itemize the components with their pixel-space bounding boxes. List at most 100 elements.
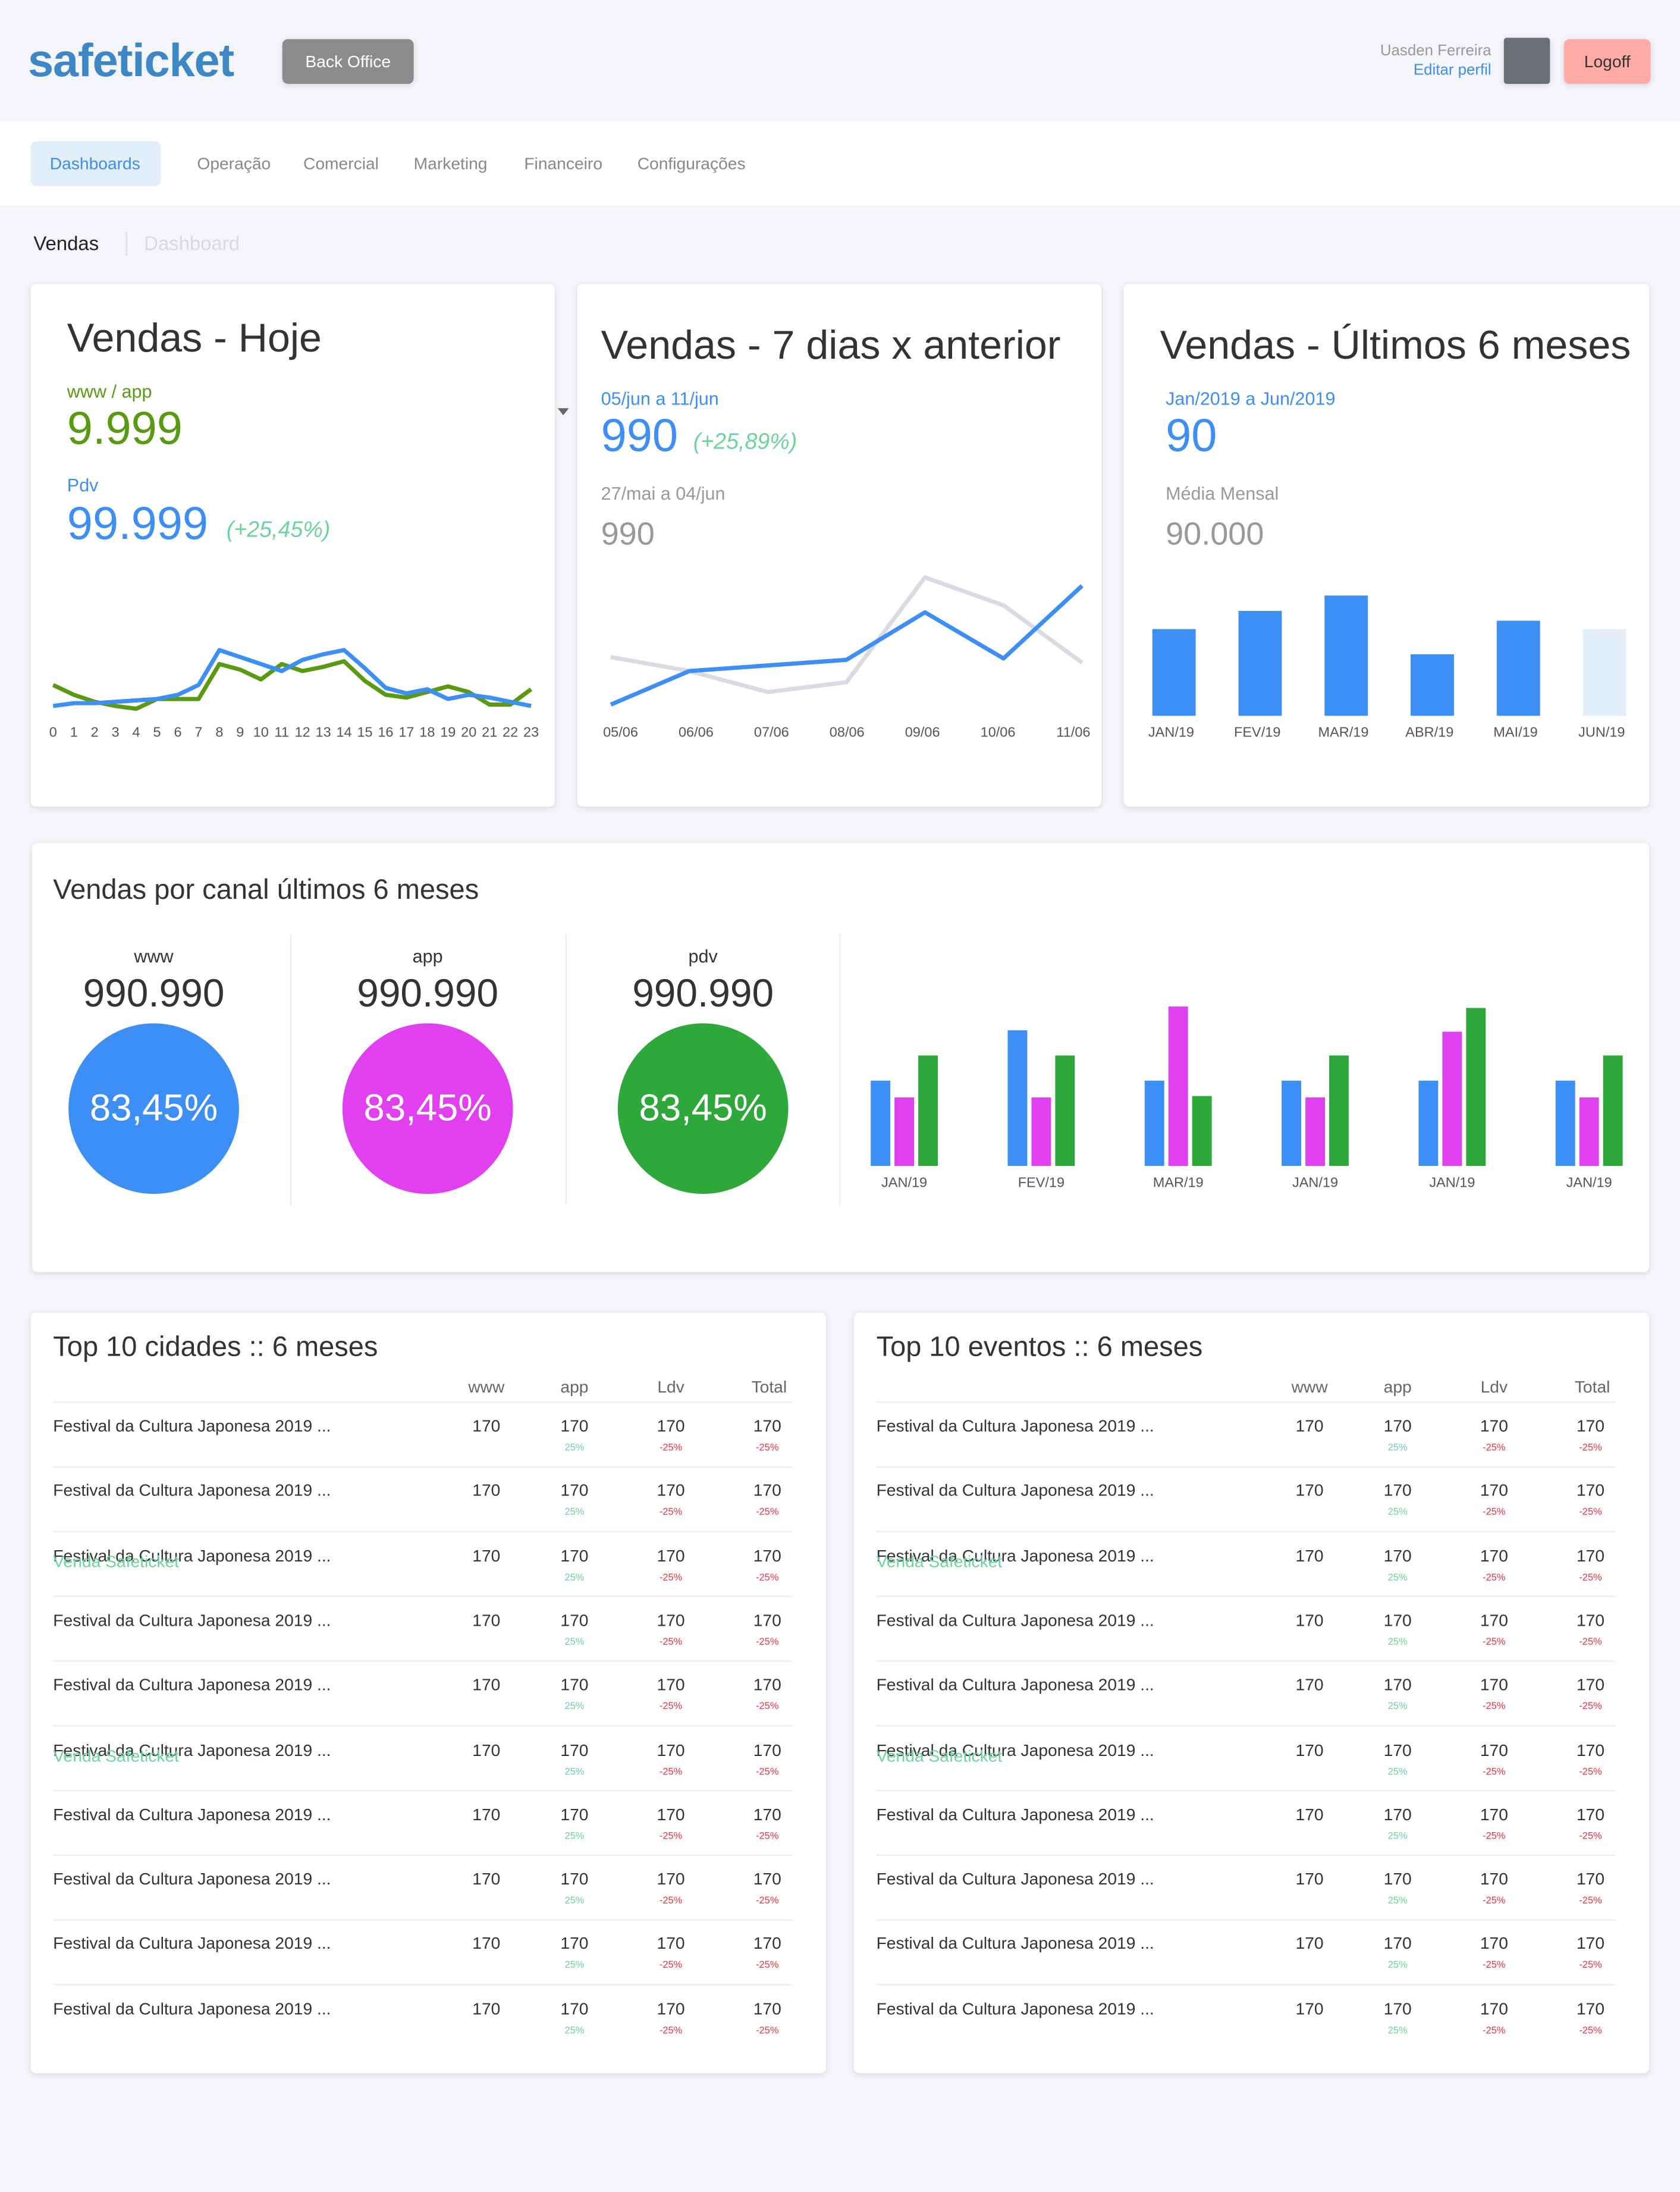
cell-delta: 25% — [1387, 1896, 1408, 1906]
logoff-button[interactable] — [1563, 39, 1651, 84]
bar — [1496, 620, 1540, 716]
kpi-value: 90.000 — [1166, 515, 1264, 552]
cell-delta: -25% — [756, 1443, 779, 1454]
x-tick-label: 10 — [253, 725, 269, 741]
avatar[interactable] — [1503, 37, 1550, 84]
cell: 170 — [753, 1416, 781, 1436]
x-tick-label: 7 — [194, 725, 203, 741]
x-tick-label: 11 — [274, 725, 289, 741]
kpi-delta: (+25,89%) — [693, 430, 797, 454]
nav-item[interactable]: Configurações — [637, 153, 746, 174]
bar — [1442, 1031, 1462, 1166]
cell-delta: -25% — [1579, 1961, 1602, 1971]
cell: 170 — [657, 1674, 685, 1695]
row-name: Festival da Cultura Japonesa 2019 ... — [876, 1934, 1154, 1954]
breadcrumb: Dashboard — [144, 232, 240, 255]
nav-item[interactable]: Marketing — [413, 153, 488, 174]
cell: 170 — [1480, 1869, 1508, 1889]
cell-delta: -25% — [1579, 1573, 1602, 1583]
cell: 170 — [560, 1869, 589, 1889]
nav-item[interactable]: Operação — [197, 153, 271, 174]
x-tick-label: FEV/19 — [1234, 725, 1281, 741]
x-tick-label: 13 — [315, 725, 331, 741]
channel-pct: 83,45% — [89, 1087, 218, 1129]
cell: 170 — [1383, 1545, 1412, 1566]
cell-delta: -25% — [1483, 1638, 1506, 1648]
cell: 170 — [657, 1481, 685, 1501]
bar — [1418, 1080, 1439, 1166]
cell: 170 — [1480, 1610, 1508, 1630]
bar — [1411, 654, 1454, 716]
x-tick-label: 3 — [111, 725, 120, 741]
x-tick-label: 1 — [70, 725, 78, 741]
x-tick-label: 20 — [461, 725, 477, 741]
channel-circle — [342, 1023, 513, 1194]
x-tick-label: 14 — [336, 725, 352, 741]
bar — [1579, 1097, 1599, 1166]
cell: 170 — [753, 1674, 781, 1695]
cell: 170 — [560, 1610, 589, 1630]
channel-pct: 83,45% — [639, 1087, 767, 1129]
cell: 170 — [657, 1739, 685, 1760]
cell: 170 — [1295, 1545, 1324, 1566]
cell-delta: -25% — [756, 1573, 779, 1583]
x-tick-label: JAN/19 — [1148, 725, 1195, 741]
cell: 170 — [1295, 1674, 1324, 1695]
x-tick-label: MAR/19 — [1153, 1175, 1204, 1191]
cell-delta: -25% — [659, 1638, 683, 1648]
cell-delta: -25% — [1483, 1702, 1506, 1713]
row-name: Festival da Cultura Japonesa 2019 ... — [53, 1674, 331, 1695]
cell: 170 — [1480, 1674, 1508, 1695]
cell: 170 — [1383, 1481, 1412, 1501]
breadcrumb: Vendas — [33, 232, 99, 255]
cell-delta: 25% — [564, 1573, 585, 1583]
cell: 170 — [1576, 1804, 1605, 1824]
back-office-button[interactable] — [282, 39, 414, 84]
kpi-value: 990 — [601, 409, 678, 461]
x-tick-label: 09/06 — [905, 725, 940, 741]
table-title: Top 10 eventos :: 6 meses — [876, 1332, 1203, 1363]
card-title: Vendas - 7 dias x anterior — [601, 324, 1061, 369]
cell: 170 — [753, 1869, 781, 1889]
cell-delta: -25% — [659, 1896, 683, 1906]
card — [577, 284, 1101, 807]
cell: 170 — [472, 1610, 501, 1630]
edit-profile-link[interactable]: Editar perfil — [1413, 62, 1491, 79]
x-tick-label: 21 — [482, 725, 498, 741]
cell: 170 — [657, 1545, 685, 1566]
cell-delta: 25% — [564, 1767, 585, 1777]
bar — [1582, 629, 1626, 716]
bar — [1603, 1055, 1623, 1166]
cell-delta: -25% — [1579, 1638, 1602, 1648]
bar — [1152, 629, 1196, 716]
cell-delta: -25% — [756, 1896, 779, 1906]
x-tick-label: JAN/19 — [1566, 1175, 1612, 1191]
x-tick-label: JUN/19 — [1578, 725, 1625, 741]
x-tick-label: 19 — [440, 725, 456, 741]
cell: 170 — [472, 1934, 501, 1954]
cell-delta: 25% — [1387, 1443, 1408, 1454]
nav-item[interactable]: Financeiro — [524, 153, 603, 174]
cell: 170 — [1576, 1739, 1605, 1760]
row-name: Festival da Cultura Japonesa 2019 ... — [53, 1481, 331, 1501]
cell: 170 — [753, 1999, 781, 2018]
nav-item[interactable]: Comercial — [303, 153, 379, 174]
nav-item[interactable]: Dashboards — [49, 153, 140, 174]
cell: 170 — [753, 1610, 781, 1630]
cell-delta: 25% — [564, 2025, 585, 2036]
dropdown-arrow[interactable] — [557, 408, 569, 416]
cell: 170 — [1480, 1739, 1508, 1760]
cell: 170 — [1295, 1999, 1324, 2018]
cell: 170 — [472, 1481, 501, 1501]
cell: 170 — [560, 1804, 589, 1824]
cell-delta: -25% — [659, 1832, 683, 1842]
x-tick-label: JAN/19 — [1292, 1175, 1339, 1191]
nav-active-pill[interactable] — [30, 141, 161, 186]
x-tick-label: ABR/19 — [1405, 725, 1454, 741]
back-office-label[interactable]: Back Office — [305, 51, 391, 71]
logoff-label[interactable]: Logoff — [1584, 51, 1631, 71]
card — [853, 1312, 1650, 2074]
bar — [1329, 1055, 1349, 1166]
